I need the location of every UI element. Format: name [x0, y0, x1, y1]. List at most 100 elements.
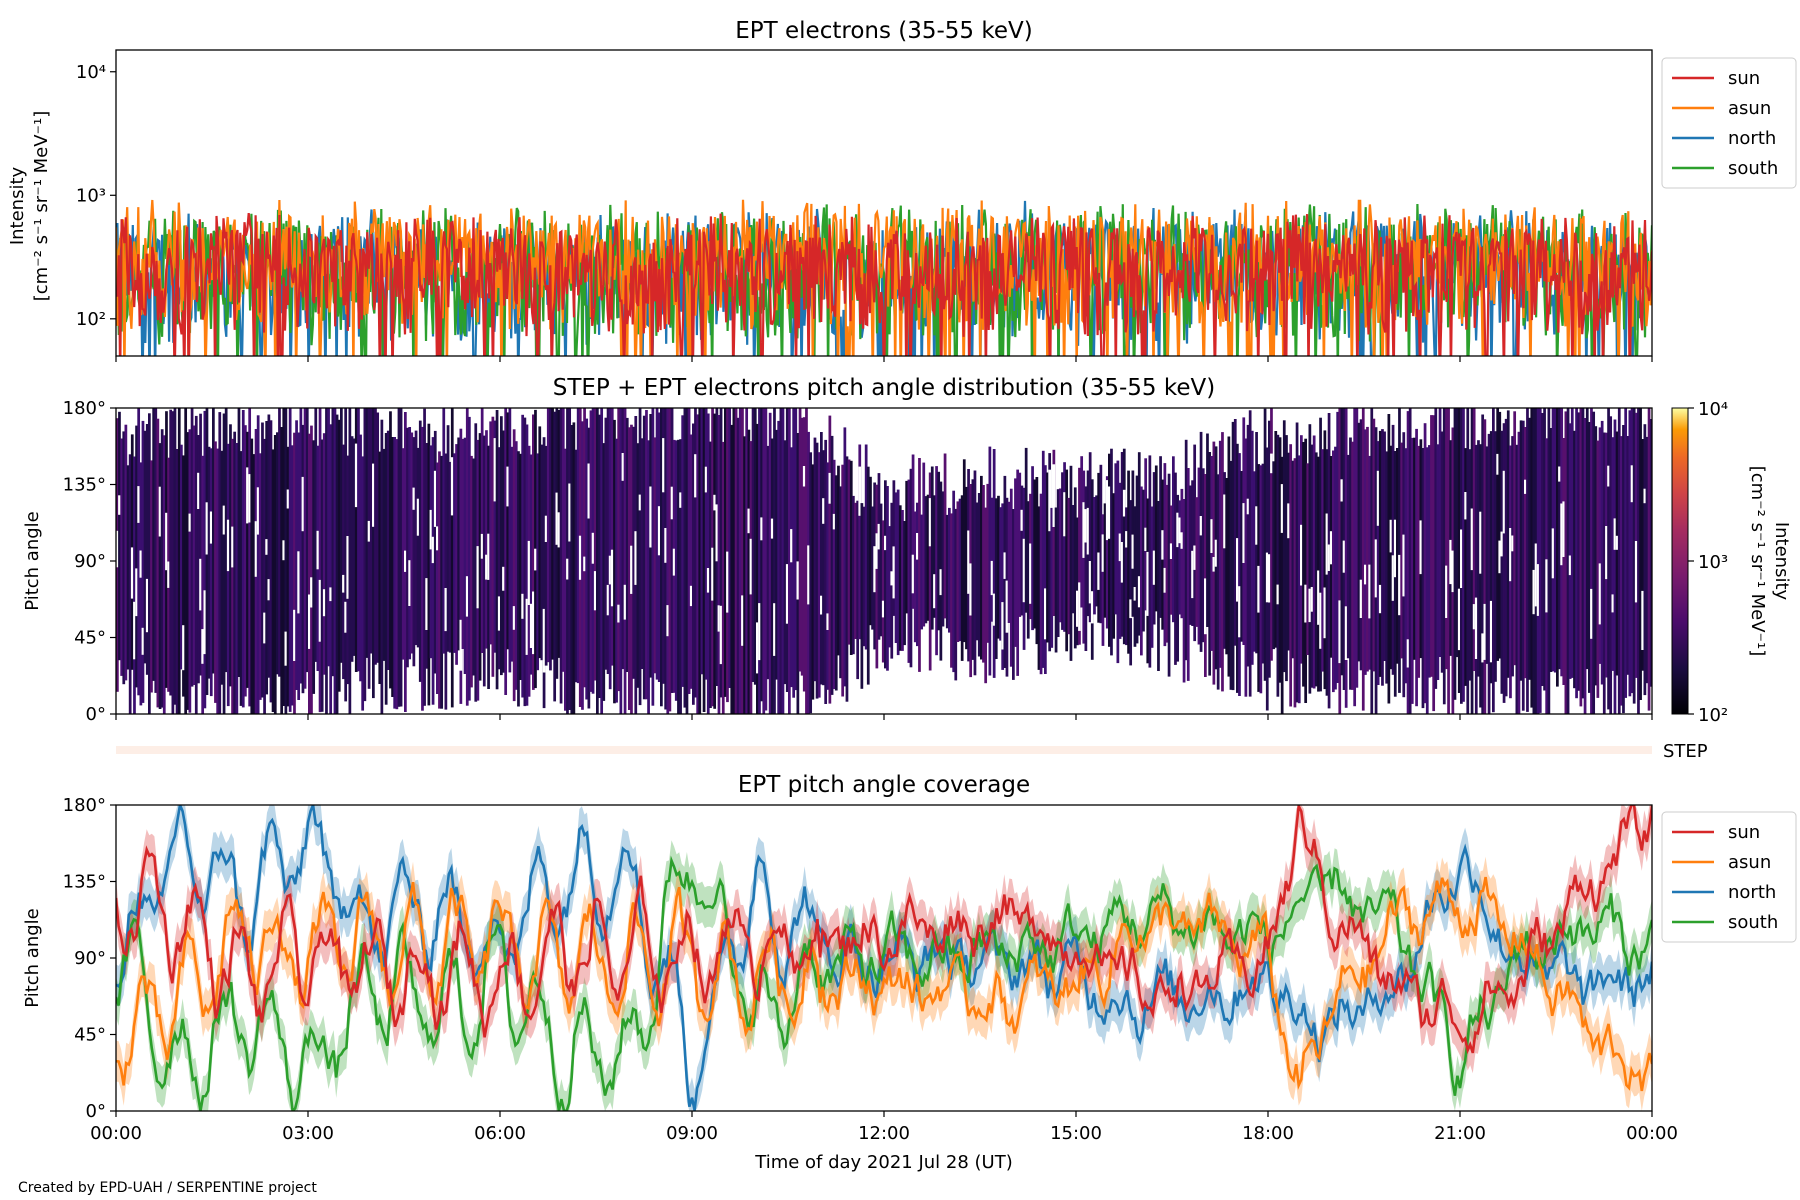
heatmap-gap	[623, 584, 627, 620]
heatmap-cell	[751, 408, 755, 682]
heatmap-cell	[448, 461, 452, 653]
heatmap-cell	[834, 475, 838, 691]
heatmap-cell	[1423, 423, 1427, 704]
heatmap-gap	[1590, 588, 1593, 639]
heatmap-cell	[399, 408, 403, 707]
heatmap-cell	[713, 413, 717, 709]
heatmap-cell	[922, 462, 926, 627]
heatmap-cell	[830, 435, 834, 695]
panel3-xtick-label: 18:00	[1242, 1123, 1294, 1144]
heatmap-gap	[231, 526, 234, 568]
heatmap-cell	[252, 454, 256, 714]
heatmap-gap	[1402, 534, 1406, 597]
heatmap-gap	[1048, 469, 1052, 532]
heatmap-cell	[1172, 456, 1175, 623]
heatmap-gap	[657, 506, 661, 556]
heatmap-cell	[1174, 472, 1177, 665]
heatmap-cell	[1197, 467, 1201, 645]
heatmap-gap	[137, 486, 141, 523]
heatmap-cell	[753, 408, 757, 685]
heatmap-gap	[282, 540, 286, 561]
heatmap-cell	[1538, 408, 1542, 713]
heatmap-cell	[1607, 408, 1610, 710]
heatmap-cell	[862, 506, 866, 647]
heatmap-gap	[1078, 582, 1081, 631]
heatmap-gap	[1063, 492, 1066, 537]
heatmap-cell	[738, 408, 742, 714]
heatmap-cell	[826, 462, 830, 690]
heatmap-cell	[529, 454, 533, 675]
heatmap-cell	[1163, 463, 1167, 647]
heatmap-cell	[288, 408, 292, 712]
heatmap-gap	[591, 532, 595, 564]
heatmap-cell	[1400, 442, 1404, 659]
heatmap-gap	[1329, 531, 1333, 565]
heatmap-cell	[1125, 507, 1128, 646]
heatmap-cell	[468, 416, 471, 701]
heatmap-cell	[342, 444, 345, 680]
heatmap-cell	[1310, 444, 1314, 688]
heatmap-gap	[1344, 606, 1348, 660]
heatmap-cell	[1438, 408, 1442, 657]
heatmap-gap	[1524, 479, 1527, 494]
heatmap-gap	[828, 472, 832, 504]
heatmap-cell	[593, 408, 597, 681]
panel3-legend-label-asun: asun	[1728, 852, 1771, 873]
heatmap-cell	[623, 408, 627, 714]
panel1-x-ticks	[115, 356, 1653, 362]
heatmap-cell	[628, 427, 631, 710]
heatmap-cell	[689, 434, 693, 689]
colorbar	[1671, 407, 1689, 715]
heatmap-gap	[506, 466, 510, 507]
heatmap-cell	[920, 514, 924, 630]
heatmap-cell	[384, 433, 388, 705]
heatmap-gap	[1276, 584, 1280, 605]
panel3-title: EPT pitch angle coverage	[738, 772, 1030, 798]
heatmap-cell	[173, 408, 177, 705]
heatmap-cell	[820, 432, 823, 685]
heatmap-cell	[1304, 438, 1308, 703]
panel3-plot-area	[116, 805, 1652, 1111]
heatmap-cell	[386, 430, 390, 670]
heatmap-cell	[1154, 465, 1158, 612]
heatmap-cell	[425, 443, 429, 669]
panel3-xtick-label: 09:00	[666, 1123, 718, 1144]
heatmap-cell	[992, 449, 996, 678]
heatmap-gap	[433, 470, 437, 527]
heatmap-cell	[792, 408, 796, 698]
heatmap-gap	[1280, 484, 1284, 533]
heatmap-gap	[1210, 519, 1214, 553]
heatmap-gap	[741, 595, 744, 646]
heatmap-gap	[476, 546, 480, 609]
heatmap-cell	[794, 408, 798, 691]
heatmap-cell	[453, 453, 456, 653]
heatmap-cell	[1159, 456, 1162, 618]
heatmap-cell	[1383, 431, 1386, 661]
panel2-ytick-label: 0°	[86, 704, 106, 725]
heatmap-cell	[536, 453, 540, 671]
heatmap-gap	[1270, 453, 1273, 474]
heatmap-cell	[1549, 428, 1553, 672]
heatmap-cell	[184, 408, 188, 714]
heatmap-cell	[568, 408, 572, 710]
heatmap-cell	[1204, 474, 1207, 677]
heatmap-gap	[197, 472, 200, 509]
heatmap-cell	[1639, 408, 1642, 700]
heatmap-cell	[246, 431, 249, 688]
heatmap-cell	[1487, 433, 1491, 714]
heatmap-cell	[519, 453, 522, 680]
heatmap-gap	[664, 528, 668, 563]
heatmap-gap	[1076, 590, 1079, 627]
heatmap-cell	[773, 408, 776, 714]
heatmap-cell	[180, 444, 183, 670]
panel3-line-asun	[116, 876, 1652, 1092]
heatmap-cell	[877, 473, 881, 640]
heatmap-cell	[278, 408, 281, 677]
heatmap-cell	[717, 415, 721, 714]
heatmap-cell	[1632, 408, 1636, 704]
heatmap-gap	[485, 554, 488, 580]
heatmap-gap	[1560, 503, 1564, 566]
heatmap-cell	[1417, 445, 1421, 678]
heatmap-cell	[1084, 486, 1088, 651]
heatmap-cell	[856, 500, 860, 680]
